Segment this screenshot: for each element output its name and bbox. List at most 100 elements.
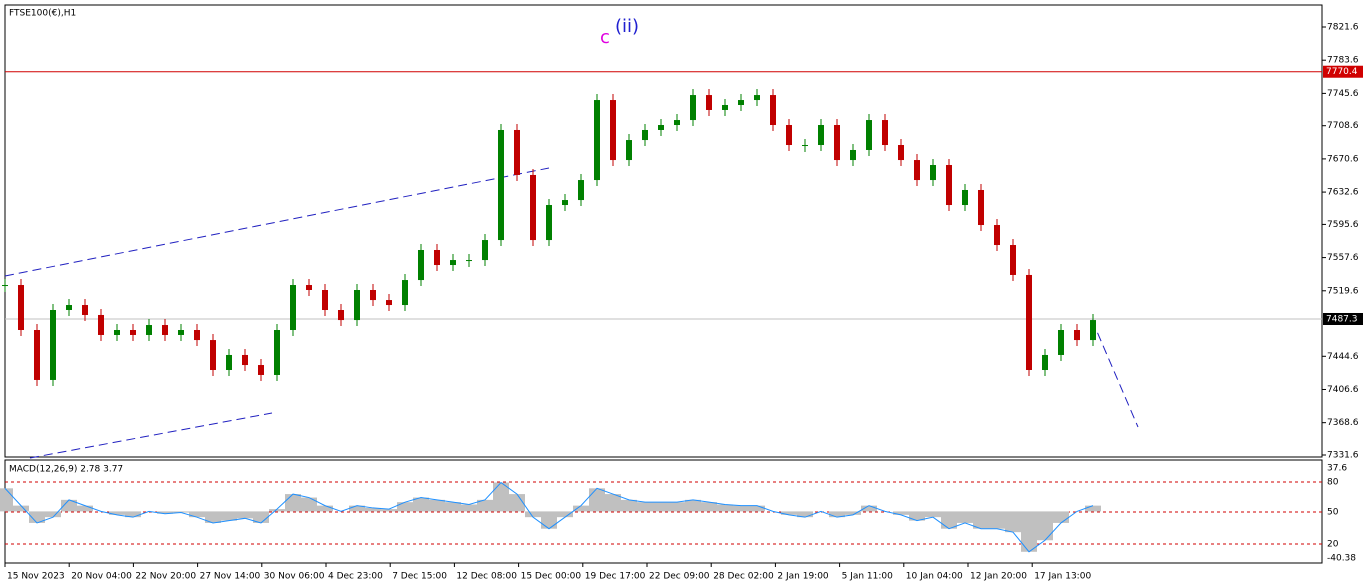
candle [562,200,568,206]
x-tick-label: 15 Nov 2023 [7,572,65,582]
candle [1090,320,1096,341]
macd-bar [957,511,973,523]
y-tick-label: 7444.6 [1327,352,1359,362]
macd-bar [509,494,525,512]
macd-bar [733,505,749,512]
candle [898,145,904,161]
last-price-label: 7487.3 [1326,314,1358,324]
candle [114,330,120,335]
candle [18,285,24,331]
macd-bar [365,507,381,512]
candle [674,120,680,126]
x-tick-label: 12 Jan 20:00 [970,572,1027,582]
macd-bar [221,511,237,521]
candle [610,100,616,161]
macd-bar [173,511,189,513]
candle [802,145,808,147]
macd-bar [157,511,173,514]
x-tick-label: 15 Dec 00:00 [521,572,582,582]
candle [402,280,408,306]
y-tick-label: 7368.6 [1327,418,1359,428]
x-tick-label: 2 Jan 19:00 [777,572,829,582]
candle [786,125,792,146]
macd-bar [621,499,637,512]
candle [34,330,40,380]
candle [978,189,984,226]
macd-level-label: 80 [1327,478,1339,488]
macd-bar [589,488,605,512]
candle [930,165,936,181]
macd-bar [797,511,813,518]
candle [1010,245,1016,275]
macd-bar [829,511,845,518]
candle [706,95,712,110]
candle [2,285,8,287]
macd-bar [253,511,269,523]
candle [354,290,360,321]
candle [754,95,760,101]
x-tick-label: 30 Nov 06:00 [264,572,325,582]
candle [850,149,856,161]
macd-bar [1053,511,1069,523]
candle [1042,354,1048,371]
candle [210,340,216,371]
candle [242,354,248,366]
candle [482,240,488,261]
resistance-label: 7770.4 [1326,67,1358,77]
macd-bar [29,511,45,523]
candle [738,100,744,106]
y-tick-label: 7406.6 [1327,385,1359,395]
macd-bar [541,511,557,529]
candle [226,354,232,371]
y-tick-label: 7557.6 [1327,253,1359,263]
macd-level-label: 20 [1327,540,1339,550]
candle [322,290,328,311]
candle [882,120,888,146]
macd-title: MACD(12,26,9) 2.78 3.77 [9,465,123,475]
macd-bar [861,505,877,512]
macd-bar [685,499,701,512]
macd-tick-label: -40.38 [1327,554,1356,564]
macd-bar [701,502,717,512]
macd-bar [301,497,317,512]
macd-bar [413,497,429,512]
resistance-tag [1323,65,1363,78]
x-tick-label: 22 Dec 09:00 [649,572,710,582]
candle [50,310,56,380]
macd-bar [61,499,77,512]
candle [338,310,344,321]
x-tick-label: 27 Nov 14:00 [200,572,261,582]
macd-bar [381,509,397,512]
macd-bar [909,511,925,521]
macd-bar [77,505,93,512]
x-tick-label: 4 Dec 23:00 [328,572,383,582]
candle [946,165,952,206]
y-tick-label: 7708.6 [1327,121,1359,131]
macd-line [4,481,1094,553]
projection [1091,319,1139,428]
wave-c: c [600,27,610,48]
candle [914,160,920,181]
macd-bar [429,499,445,512]
candle [1058,330,1064,355]
macd-bar [109,511,125,515]
y-tick-label: 7331.6 [1327,450,1359,460]
macd-bar [445,502,461,512]
channel-upper [4,167,550,277]
candle [658,125,664,130]
candle [514,129,520,175]
candle [178,330,184,335]
macd-bar [13,505,29,512]
macd-bar [1005,511,1021,533]
macd-bar [397,502,413,512]
macd-bar [525,511,541,518]
candle [1026,274,1032,371]
macd-bar [461,504,477,512]
candle [770,95,776,126]
candle [498,129,504,241]
macd-bar [1085,505,1101,512]
candle [82,305,88,315]
candle [162,325,168,335]
macd-bar [781,511,797,515]
macd-bar [669,502,685,512]
